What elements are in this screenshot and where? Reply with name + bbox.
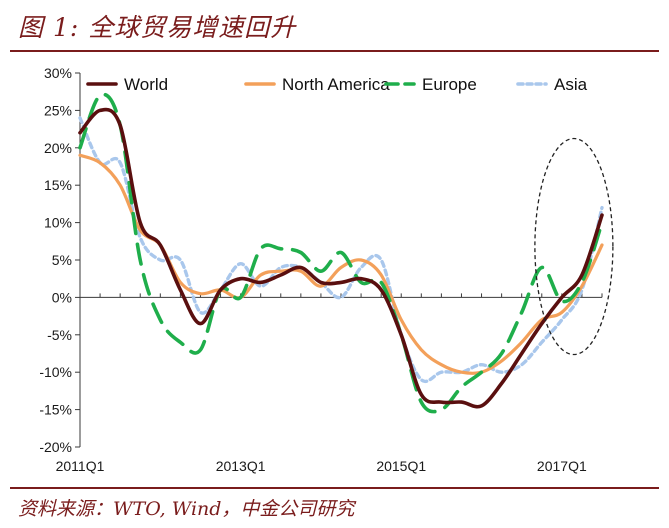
y-tick-label: 20% (44, 140, 72, 156)
annotation-layer (534, 137, 614, 356)
y-tick-label: -5% (47, 327, 72, 343)
x-tick-label: 2017Q1 (537, 458, 587, 474)
y-tick-label: -10% (39, 364, 72, 380)
x-axis: 2011Q1 2013Q1 2015Q1 2017Q1 (56, 293, 603, 474)
y-tick-label: 5% (52, 252, 72, 268)
y-tick-label: 0% (52, 289, 72, 305)
legend-label-world: World (124, 75, 168, 94)
y-tick-label: 10% (44, 215, 72, 231)
x-tick-label: 2013Q1 (216, 458, 266, 474)
legend-label-asia: Asia (554, 75, 588, 94)
y-tick-label: -20% (39, 439, 72, 455)
y-tick-label: 30% (44, 65, 72, 81)
source-rule (10, 487, 659, 489)
figure-title: 图 1: 全球贸易增速回升 (18, 13, 297, 42)
series-line-europe (78, 92, 604, 414)
legend: World North America Europe Asia (86, 75, 588, 94)
y-tick-label: 15% (44, 177, 72, 193)
legend-label-europe: Europe (422, 75, 477, 94)
series-line-asia (78, 116, 604, 384)
title-rule (10, 50, 659, 52)
x-tick-label: 2015Q1 (376, 458, 426, 474)
y-tick-label: -15% (39, 402, 72, 418)
legend-label-north-america: North America (282, 75, 390, 94)
y-axis: -20% -15% -10% -5% 0% 5% 10% 15% 20% 25% 30% (39, 65, 80, 455)
y-tick-label: 25% (44, 102, 72, 118)
highlight-ellipse (534, 137, 614, 356)
series-layer (78, 92, 604, 414)
x-tick-label: 2011Q1 (56, 458, 105, 474)
series-line-north-america (78, 153, 604, 375)
series-line-world (78, 107, 604, 409)
figure-source: 资料来源：WTO, Wind，中金公司研究 (18, 498, 355, 520)
